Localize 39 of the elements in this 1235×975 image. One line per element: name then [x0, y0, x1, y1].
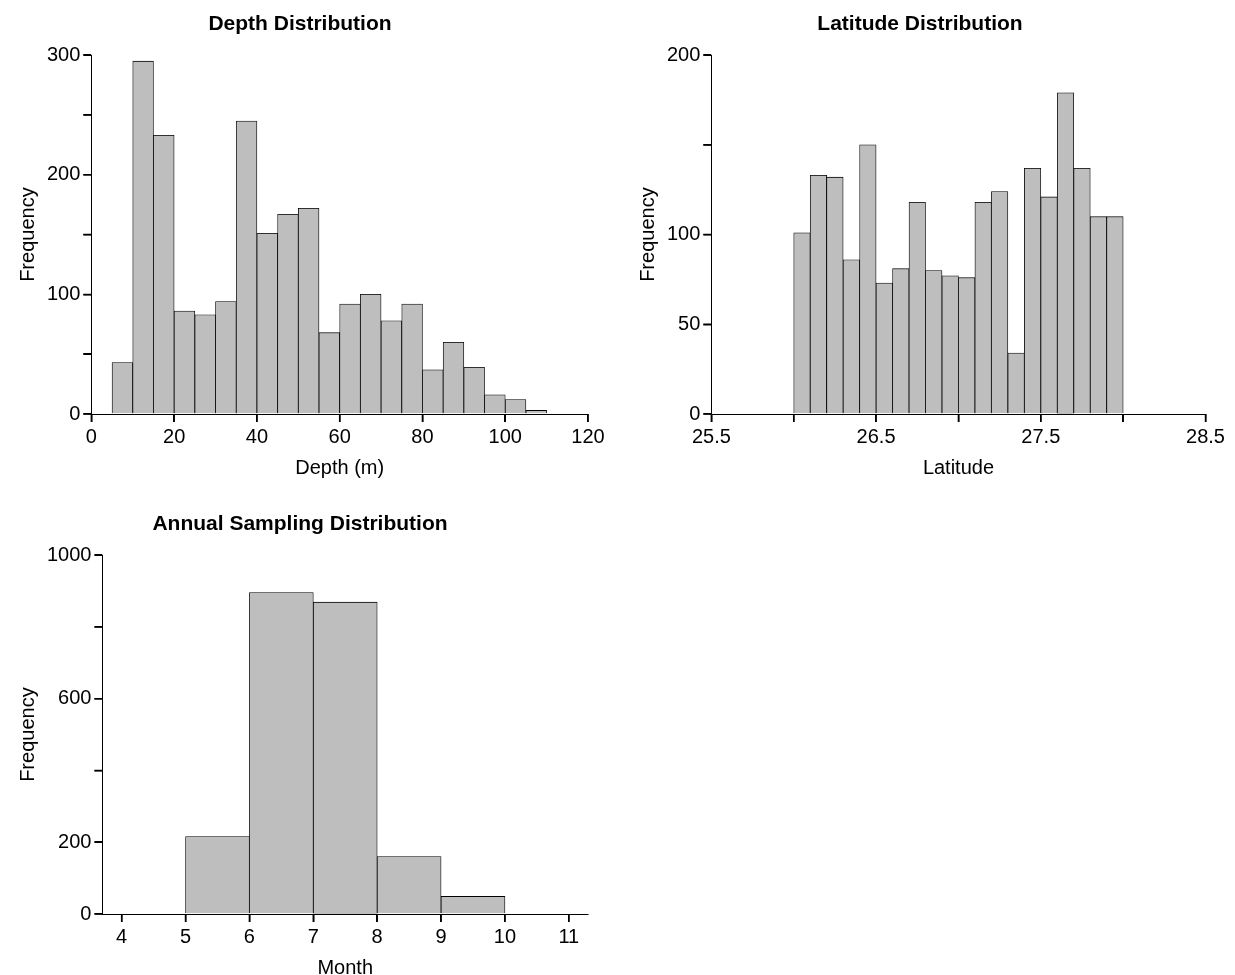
- y-tick-label: 200: [58, 829, 92, 852]
- y-tick-label: 1000: [46, 542, 92, 565]
- y-axis-title: Frequency: [15, 687, 38, 782]
- x-tick-label: 27.5: [1021, 424, 1061, 447]
- chart-title: Latitude Distribution: [817, 11, 1023, 35]
- x-tick-label: 8: [371, 924, 383, 947]
- x-axis-title: Depth (m): [295, 455, 385, 478]
- y-tick-label: 300: [46, 42, 81, 65]
- x-axis-title: Latitude: [922, 455, 995, 478]
- x-tick-label: 60: [328, 424, 351, 447]
- x-tick-label: 120: [571, 424, 605, 447]
- y-tick-label: 50: [678, 311, 701, 334]
- y-tick-label: 200: [666, 42, 701, 65]
- x-tick-label: 20: [163, 424, 186, 447]
- y-axis-title: Frequency: [635, 187, 658, 282]
- chart-title: Depth Distribution: [208, 11, 392, 35]
- x-tick-label: 10: [493, 924, 517, 947]
- y-tick-label: 100: [46, 281, 81, 304]
- x-tick-label: 100: [488, 424, 522, 447]
- x-tick-label: 11: [558, 924, 580, 947]
- x-tick-label: 5: [179, 924, 192, 947]
- x-tick-label: 7: [307, 924, 319, 947]
- y-tick-label: 0: [689, 401, 701, 424]
- x-tick-label: 9: [435, 924, 447, 947]
- chart-title: Annual Sampling Distribution: [152, 511, 448, 535]
- y-tick-label: 200: [46, 162, 81, 185]
- x-tick-label: 28.5: [1186, 424, 1226, 447]
- x-tick-label: 4: [116, 924, 128, 947]
- x-axis-title: Month: [317, 955, 374, 975]
- x-tick-label: 80: [411, 424, 434, 447]
- x-tick-label: 6: [243, 924, 255, 947]
- y-tick-label: 0: [80, 901, 92, 924]
- y-tick-label: 600: [58, 686, 92, 709]
- x-tick-label: 40: [245, 424, 269, 447]
- x-tick-label: 26.5: [856, 424, 896, 447]
- y-tick-label: 0: [69, 401, 81, 424]
- y-tick-label: 100: [666, 222, 701, 245]
- x-tick-label: 25.5: [691, 424, 731, 447]
- y-axis-title: Frequency: [15, 187, 38, 282]
